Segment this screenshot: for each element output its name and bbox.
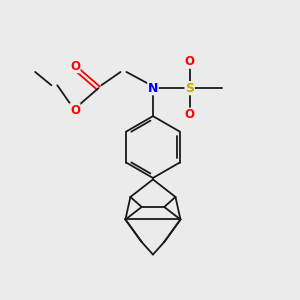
Text: O: O (70, 104, 80, 117)
Text: O: O (70, 60, 80, 73)
Text: O: O (185, 108, 195, 121)
Text: O: O (185, 55, 195, 68)
Text: S: S (185, 82, 194, 95)
Text: N: N (148, 82, 158, 95)
